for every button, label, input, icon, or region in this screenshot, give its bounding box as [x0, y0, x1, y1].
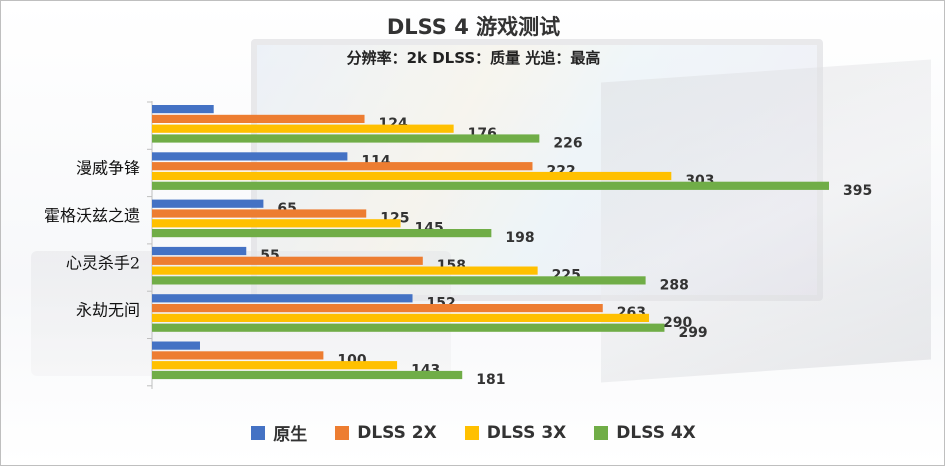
category-label: 漫威争锋	[76, 159, 140, 178]
bar[interactable]	[152, 171, 672, 181]
legend-item-native[interactable]: 原生	[251, 420, 307, 445]
legend-label-native: 原生	[273, 425, 308, 445]
bar[interactable]	[152, 361, 398, 370]
bar[interactable]	[152, 219, 401, 228]
legend-swatch-dlss2x	[335, 425, 350, 440]
legend-label-dlss3x: DLSS 3X	[486, 422, 567, 443]
legend-swatch-dlss4x	[594, 425, 609, 440]
bar[interactable]	[152, 294, 413, 303]
bar[interactable]	[152, 134, 540, 143]
data-label: 198	[505, 230, 534, 246]
chart-subtitle: 分辨率：2k DLSS：质量 光追：最高	[346, 49, 601, 67]
bar[interactable]	[152, 256, 423, 265]
bar[interactable]	[152, 276, 646, 285]
data-label: 395	[843, 183, 872, 199]
bar[interactable]	[152, 199, 264, 208]
bar[interactable]	[152, 246, 247, 256]
bar[interactable]	[152, 370, 463, 380]
legend-item-dlss2x[interactable]: DLSS 2X	[335, 420, 437, 445]
bar[interactable]	[152, 229, 492, 238]
bar[interactable]	[152, 162, 533, 171]
bar[interactable]	[152, 323, 665, 332]
legend-label-dlss2x: DLSS 2X	[357, 422, 437, 443]
bar[interactable]	[152, 313, 650, 322]
bar[interactable]	[152, 341, 200, 350]
legend-label-dlss4x: DLSS 4X	[616, 422, 696, 443]
legend: 原生 DLSS 2X DLSS 3X DLSS 4X	[1, 420, 944, 445]
bar[interactable]	[152, 124, 454, 133]
bar[interactable]	[152, 209, 367, 218]
bar[interactable]	[152, 152, 348, 161]
category-label: 霍格沃兹之遗	[44, 206, 140, 225]
bar[interactable]	[152, 105, 214, 114]
bar[interactable]	[152, 351, 324, 360]
chart-title: DLSS 4 游戏测试	[386, 15, 561, 39]
bar[interactable]	[152, 266, 538, 275]
data-label: 299	[678, 325, 707, 341]
data-label: 181	[476, 372, 505, 388]
bar[interactable]	[152, 181, 829, 190]
category-label: 心灵杀手2	[66, 253, 140, 272]
legend-item-dlss4x[interactable]: DLSS 4X	[594, 420, 696, 445]
legend-item-dlss3x[interactable]: DLSS 3X	[464, 420, 567, 445]
data-label: 290	[663, 315, 692, 331]
bar[interactable]	[152, 304, 603, 313]
bar[interactable]	[152, 114, 365, 123]
category-label: 永劫无间	[76, 301, 140, 320]
legend-swatch-native	[251, 425, 266, 440]
data-label: 288	[660, 278, 689, 294]
legend-swatch-dlss3x	[464, 425, 479, 440]
data-label: 226	[553, 136, 582, 152]
